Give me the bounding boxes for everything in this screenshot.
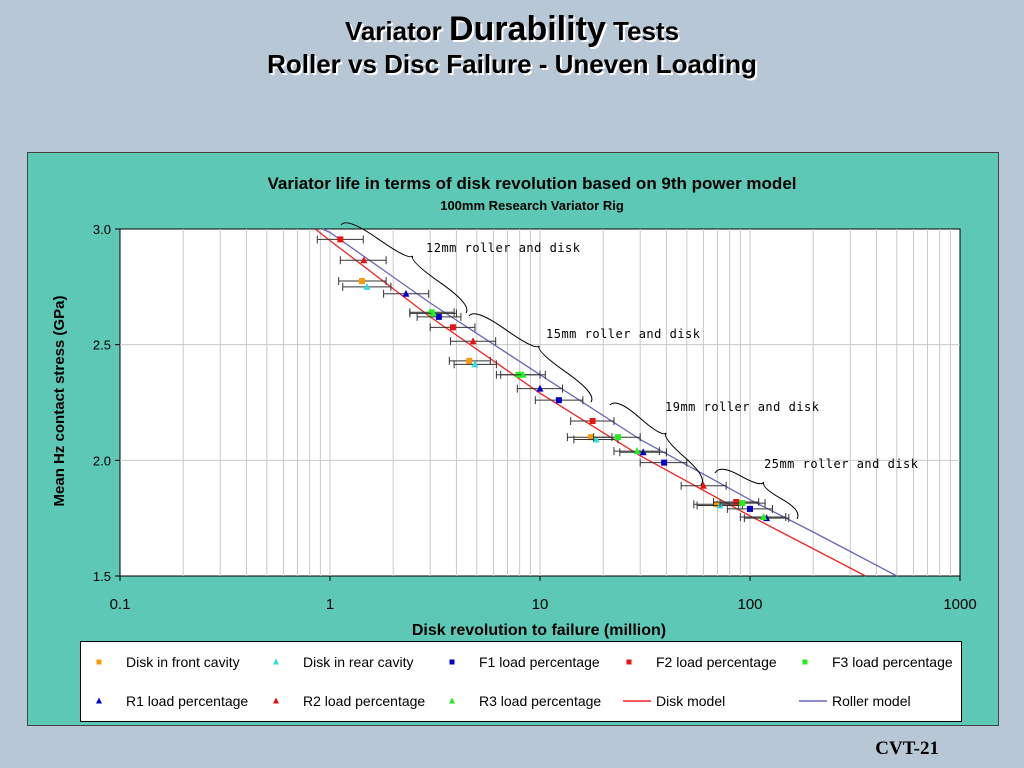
data-point [363, 282, 371, 290]
legend-marker [96, 659, 102, 665]
data-point [699, 481, 707, 489]
data-point [760, 513, 768, 521]
data-point [588, 434, 595, 441]
legend-label: Disk model [656, 693, 726, 709]
data-point [713, 501, 720, 508]
x-tick-label: 1 [326, 596, 334, 613]
annotation-brace [714, 468, 799, 520]
slide-subtitle: Roller vs Disc Failure - Uneven Loading [267, 49, 757, 79]
data-point [555, 397, 562, 404]
series-f2-load-percentage [316, 235, 760, 506]
slide-title-line1: Variator Durability Tests [0, 12, 1024, 48]
data-point [358, 278, 365, 285]
title-word-tests: Tests [613, 16, 680, 46]
x-axis-label: Disk revolution to failure (million) [412, 622, 666, 639]
y-tick-label: 2.5 [93, 338, 111, 353]
grid-lines [120, 229, 960, 576]
data-point [536, 384, 544, 392]
legend-swatch [626, 659, 632, 665]
data-point [592, 435, 600, 443]
slide-title: Variator Durability Tests Roller vs Disc… [0, 12, 1024, 80]
series-line-disk-model [314, 228, 866, 577]
annotation-label: 15mm roller and disk [546, 327, 701, 341]
series-r2-load-percentage [339, 256, 727, 490]
data-point [429, 309, 437, 317]
annotation-label: 12mm roller and disk [426, 241, 581, 255]
legend-marker [449, 697, 455, 704]
legend-marker [96, 697, 102, 704]
data-point [733, 498, 740, 505]
data-point [614, 434, 621, 441]
data-point [449, 324, 456, 331]
legend-marker [449, 659, 455, 665]
chart-panel: 0.1 1 10 100 1000 1.5 2.0 2.5 3.0 12mm roller and… [27, 152, 999, 726]
chart-title: Variator life in terms of disk revolutio… [268, 174, 797, 193]
series-r1-load-percentage [383, 289, 790, 523]
legend-label: F1 load percentage [479, 654, 600, 670]
slide-number: CVT-21 [875, 738, 939, 759]
data-point [428, 309, 435, 316]
data-point [471, 360, 479, 368]
series-r3-load-percentage [409, 309, 787, 522]
legend-label: R1 load percentage [126, 693, 249, 709]
y-tick-label: 2.0 [93, 453, 111, 468]
annotation-brace [468, 313, 593, 403]
data-point [589, 418, 596, 425]
legend-swatch [273, 658, 279, 665]
x-tick-label: 100 [737, 596, 762, 613]
title-word-durability: Durability [449, 10, 606, 48]
chart-subtitle: 100mm Research Variator Rig [440, 198, 624, 213]
legend-swatch [96, 659, 102, 665]
data-point [435, 313, 442, 320]
annotation-label: 25mm roller and disk [764, 457, 919, 471]
legend-label: Disk in rear cavity [303, 654, 414, 670]
legend-swatch [96, 697, 102, 704]
legend-marker [626, 659, 632, 665]
series-line-roller-model [322, 228, 898, 577]
legend-label: F3 load percentage [832, 654, 953, 670]
chart-legend: Disk in front cavity Disk in rear cavity F… [80, 641, 962, 722]
x-tick-label: 1000 [943, 596, 976, 613]
data-point [360, 256, 368, 264]
annotation-brace [340, 222, 468, 314]
x-tick-label: 0.1 [110, 596, 131, 613]
legend-marker [802, 659, 808, 665]
legend-label: Roller model [832, 693, 911, 709]
legend-label: F2 load percentage [656, 654, 777, 670]
title-word-variator: Variator [344, 16, 442, 46]
legend-label: R3 load percentage [479, 693, 602, 709]
annotation-label: 19mm roller and disk [665, 400, 820, 414]
data-point [661, 459, 668, 466]
legend-swatch [273, 697, 279, 704]
legend-swatch [799, 700, 827, 702]
series-f1-load-percentage [416, 312, 774, 513]
data-point [466, 357, 473, 364]
x-tick-label: 10 [532, 596, 549, 613]
data-point [469, 337, 477, 345]
legend-marker [273, 697, 279, 704]
legend-label: R2 load percentage [303, 693, 426, 709]
data-point [747, 505, 753, 512]
data-point [519, 370, 527, 378]
y-axis-label: Mean Hz contact stress (GPa) [51, 296, 68, 507]
data-point [639, 448, 647, 456]
legend-label: Disk in front cavity [126, 654, 240, 670]
legend-swatch [449, 659, 455, 665]
legend-marker [273, 658, 279, 665]
data-point [402, 289, 410, 297]
data-point [633, 447, 641, 455]
legend-swatch [449, 697, 455, 704]
y-tick-label: 1.5 [93, 569, 111, 584]
legend-swatch [623, 700, 651, 702]
data-point [739, 500, 746, 507]
y-tick-label: 3.0 [93, 222, 111, 237]
data-point [337, 236, 344, 243]
legend-swatch [802, 659, 808, 665]
chart-svg: 0.1 1 10 100 1000 1.5 2.0 2.5 3.0 12mm roller and… [51, 174, 977, 639]
